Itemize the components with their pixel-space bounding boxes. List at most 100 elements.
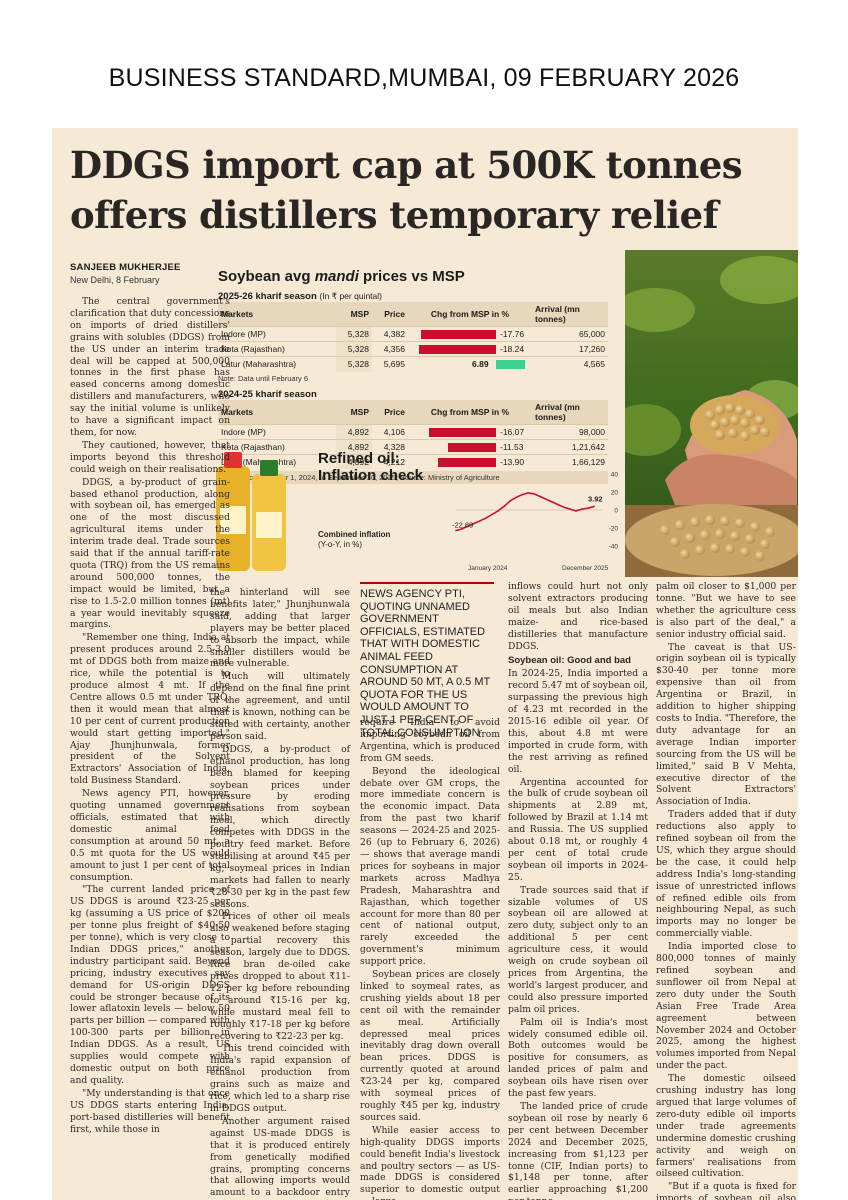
table-title: Soybean avg mandi prices vs MSP — [218, 268, 465, 285]
masthead: BUSINESS STANDARD,MUMBAI, 09 FEBRUARY 20… — [108, 64, 740, 92]
price-cell: 4,328 — [372, 438, 408, 454]
paragraph: Trade sources said that if sizable volum… — [508, 884, 648, 1015]
chg-bar-cell: -18.24 — [408, 341, 532, 357]
msp-cell: 4,892 — [336, 438, 372, 454]
paragraph: "My understanding is that once US DDGS s… — [70, 1087, 230, 1135]
paragraph: This trend coincided with India's rapid … — [210, 1043, 350, 1114]
chg-label: -18.24 — [500, 344, 525, 354]
data-point — [593, 505, 595, 508]
data-point — [557, 503, 559, 506]
oil-chart-subtitle: Combined inflation (Y-o-Y, in %) — [318, 530, 391, 549]
paragraph: Traders added that if duty reductions al… — [656, 809, 796, 940]
paragraph: Beyond the ideological debate over GM cr… — [360, 765, 500, 968]
table-row: Latur (Maharashtra) 5,328 5,695 6.89 4,565 — [218, 356, 608, 372]
chg-bar — [419, 345, 496, 354]
paragraph: palm oil closer to $1,000 per tonne. "Bu… — [656, 581, 796, 640]
paragraph: The central government's clarification t… — [70, 296, 230, 438]
paragraph: the hinterland will see benefits later,"… — [210, 587, 350, 670]
pull-quote: NEWS AGENCY PTI, QUOTING UNNAMED GOVERNM… — [360, 582, 494, 739]
y-tick-label: -20 — [609, 526, 619, 533]
chg-bar — [447, 442, 496, 452]
data-point — [527, 492, 529, 494]
paragraph: "Remember one thing, India at present pr… — [70, 632, 230, 787]
data-point — [581, 508, 583, 510]
price-cell: 4,382 — [372, 326, 408, 342]
data-point — [491, 513, 493, 516]
season-2025-26-label: 2025-26 kharif season (In ₹ per quintal) — [218, 291, 382, 302]
msp-cell: 4,892 — [336, 423, 372, 439]
price-cell: 4,106 — [372, 423, 408, 439]
chg-bar — [421, 330, 496, 339]
arrival-cell: 1,66,129 — [532, 453, 608, 469]
paragraph: In 2024-25, India imported a record 5.47… — [508, 668, 648, 775]
paragraph: "But if a quota is fixed for imports of … — [656, 1181, 796, 1200]
paragraph: They cautioned, however, that imports be… — [70, 439, 230, 475]
chg-label: -11.53 — [500, 441, 524, 452]
chg-label: -16.07 — [500, 426, 525, 437]
data-point — [473, 522, 475, 525]
article-column-2: the hinterland will see benefits later,"… — [210, 587, 350, 1200]
paragraph: DDGS, a by-product of ethanol production… — [210, 743, 350, 910]
paragraph: Much will ultimately depend on the final… — [210, 671, 350, 742]
msp-cell: 5,328 — [336, 341, 372, 357]
data-point — [455, 529, 457, 532]
table-2025-26: Markets MSP Price Chg from MSP in % Arri… — [218, 302, 608, 372]
data-point — [467, 525, 469, 527]
data-point — [587, 507, 589, 509]
oil-chart-title: Refined oil: Inflation check — [318, 450, 424, 484]
market-cell: Indore (MP) — [218, 423, 336, 439]
y-tick-label: -40 — [609, 544, 619, 551]
data-point — [515, 496, 517, 499]
chg-bar-cell: -16.07 — [408, 423, 532, 439]
paragraph: "The current landed price of US DDGS is … — [70, 884, 230, 1086]
market-cell: Latur (Maharashtra) — [218, 356, 336, 372]
article-column-4: inflows could hurt not only solvent extr… — [508, 581, 648, 1200]
chg-label: 6.89 — [472, 359, 489, 369]
paragraph: While easier access to high-quality DDGS… — [360, 1124, 500, 1200]
data-point — [479, 520, 481, 522]
arrival-cell: 98,000 — [532, 423, 608, 439]
msp-cell: 5,328 — [336, 326, 372, 342]
data-point — [575, 510, 577, 512]
inflation-line — [455, 492, 595, 532]
arrival-cell: 65,000 — [532, 326, 608, 342]
dateline: New Delhi, 8 February — [70, 275, 160, 285]
table-2024-25: Markets MSP Price Chg from MSP in % Arri… — [218, 399, 608, 469]
paragraph: News agency PTI, however, quoting unname… — [70, 788, 230, 883]
soybean-price-table: Soybean avg mandi prices vs MSP 2025-26 … — [218, 268, 608, 484]
data-point — [497, 510, 499, 512]
paragraph: India imported close to 800,000 tonnes o… — [656, 941, 796, 1072]
col-markets: Markets — [218, 302, 336, 327]
article-column-1: The central government's clarification t… — [70, 296, 230, 1196]
msp-cell: 4,892 — [336, 453, 372, 469]
end-value-label: 3.92 — [588, 494, 603, 503]
msp-cell: 5,328 — [336, 356, 372, 372]
article-column-3: require India to avoid importing soybean… — [360, 717, 500, 1200]
col-markets: Markets — [218, 399, 336, 424]
chg-bar — [437, 457, 496, 467]
market-cell: Kota (Rajasthan) — [218, 438, 336, 454]
article-column-5: palm oil closer to $1,000 per tonne. "Bu… — [656, 581, 796, 1200]
market-cell: Kota (Rajasthan) — [218, 341, 336, 357]
price-cell: 4,212 — [372, 453, 408, 469]
data-point — [521, 493, 523, 496]
data-point — [485, 517, 487, 519]
headline: DDGS import cap at 500K tonnes offers di… — [70, 143, 743, 237]
col-price: Price — [372, 302, 408, 327]
col-chg: Chg from MSP in % — [408, 399, 532, 424]
season-2024-25-label: 2024-25 kharif season — [218, 388, 317, 400]
data-point — [545, 498, 547, 500]
table-row: Latur (Maharashtra) 4,892 4,212 -13.90 1,66,… — [218, 453, 608, 469]
paragraph: The landed price of crude soybean oil ro… — [508, 1100, 648, 1200]
table-row: Kota (Rajasthan) 5,328 4,356 -18.24 17,260 — [218, 341, 608, 357]
news-clipping: DDGS import cap at 500K tonnes offers di… — [52, 128, 798, 1200]
chg-label: -13.90 — [500, 456, 525, 467]
table-row: Indore (MP) 5,328 4,382 -17.76 65,000 — [218, 326, 608, 342]
y-tick-label: 0 — [614, 508, 618, 515]
col-arrival: Arrival (mn tonnes) — [532, 302, 608, 327]
paragraph: Palm oil is India's most widely consumed… — [508, 1016, 648, 1100]
table-row: Kota (Rajasthan) 4,892 4,328 -11.53 1,21,642 — [218, 438, 608, 454]
chg-bar — [496, 360, 525, 369]
arrival-cell: 17,260 — [532, 341, 608, 357]
soybean-hands-photo — [625, 250, 798, 577]
